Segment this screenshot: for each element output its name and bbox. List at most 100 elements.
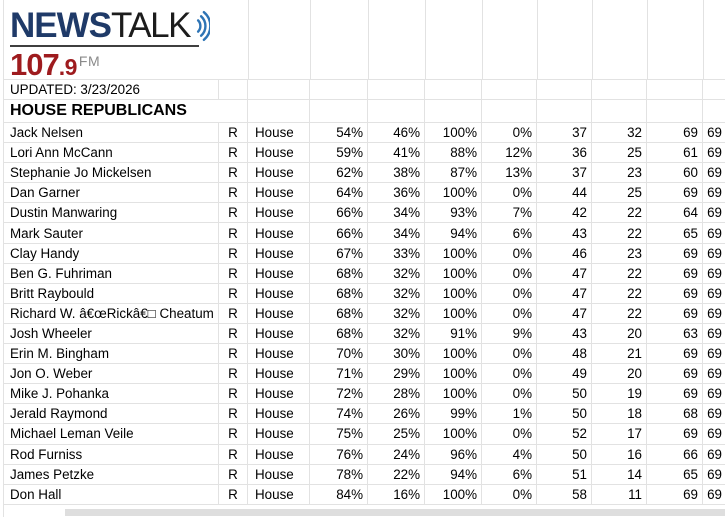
pct-cell-2[interactable]: 38% — [368, 163, 425, 183]
chamber-cell[interactable]: House — [248, 364, 310, 384]
count-cell-3[interactable]: 69 — [647, 384, 703, 404]
pct-cell-3[interactable]: 94% — [425, 464, 482, 484]
party-cell[interactable]: R — [219, 364, 248, 384]
pct-cell-4[interactable]: 4% — [482, 444, 537, 464]
pct-cell-2[interactable]: 32% — [368, 303, 425, 323]
party-cell[interactable]: R — [219, 223, 248, 243]
pct-cell-4[interactable]: 7% — [482, 203, 537, 223]
chamber-cell[interactable]: House — [248, 163, 310, 183]
count-cell-4[interactable]: 69 — [703, 304, 725, 323]
count-cell-1[interactable]: 49 — [537, 364, 592, 384]
count-cell-4[interactable]: 69 — [703, 324, 725, 343]
pct-cell-4[interactable]: 0% — [482, 283, 537, 303]
chamber-cell[interactable]: House — [248, 123, 310, 143]
name-cell[interactable]: Richard W. â€œRickâ€□ Cheatum — [3, 303, 219, 323]
count-cell-2[interactable]: 22 — [592, 203, 647, 223]
party-cell[interactable]: R — [219, 203, 248, 223]
pct-cell-2[interactable]: 32% — [368, 323, 425, 344]
pct-cell-1[interactable]: 67% — [310, 243, 368, 263]
pct-cell-4[interactable]: 0% — [482, 243, 537, 263]
count-cell-1[interactable]: 47 — [537, 263, 592, 283]
count-cell-1[interactable]: 36 — [537, 143, 592, 163]
count-cell-2[interactable]: 19 — [592, 384, 647, 404]
pct-cell-4[interactable]: 0% — [482, 123, 537, 143]
pct-cell-2[interactable]: 26% — [368, 404, 425, 424]
horizontal-scrollbar[interactable] — [65, 509, 725, 516]
name-cell[interactable]: Clay Handy — [3, 243, 219, 263]
count-cell-2[interactable]: 32 — [592, 123, 647, 143]
pct-cell-1[interactable]: 78% — [310, 464, 368, 484]
count-cell-4[interactable]: 69 — [703, 143, 725, 162]
count-cell-1[interactable]: 48 — [537, 344, 592, 364]
count-cell-2[interactable]: 21 — [592, 344, 647, 364]
empty-cell[interactable] — [703, 100, 725, 122]
chamber-cell[interactable]: House — [248, 484, 310, 504]
pct-cell-3[interactable]: 100% — [425, 183, 482, 203]
count-cell-2[interactable]: 11 — [592, 484, 647, 504]
pct-cell-1[interactable]: 54% — [310, 123, 368, 143]
pct-cell-2[interactable]: 22% — [368, 464, 425, 484]
party-cell[interactable]: R — [219, 143, 248, 163]
pct-cell-2[interactable]: 33% — [368, 243, 425, 263]
pct-cell-3[interactable]: 100% — [425, 303, 482, 323]
empty-cell[interactable] — [425, 100, 482, 122]
name-cell[interactable]: Mike J. Pohanka — [3, 384, 219, 404]
count-cell-3[interactable]: 63 — [647, 323, 703, 344]
pct-cell-1[interactable]: 70% — [310, 344, 368, 364]
pct-cell-1[interactable]: 76% — [310, 444, 368, 464]
count-cell-2[interactable]: 22 — [592, 263, 647, 283]
pct-cell-1[interactable]: 66% — [310, 203, 368, 223]
pct-cell-1[interactable]: 68% — [310, 283, 368, 303]
pct-cell-4[interactable]: 1% — [482, 404, 537, 424]
count-cell-3[interactable]: 69 — [647, 243, 703, 263]
count-cell-1[interactable]: 50 — [537, 404, 592, 424]
count-cell-2[interactable]: 23 — [592, 163, 647, 183]
empty-cell[interactable] — [310, 80, 368, 99]
empty-cell[interactable] — [310, 100, 368, 122]
name-cell[interactable]: Dustin Manwaring — [3, 203, 219, 223]
party-cell[interactable]: R — [219, 344, 248, 364]
empty-cell[interactable] — [425, 80, 482, 99]
pct-cell-2[interactable]: 32% — [368, 263, 425, 283]
empty-cell[interactable] — [248, 100, 310, 122]
count-cell-2[interactable]: 18 — [592, 404, 647, 424]
party-cell[interactable]: R — [219, 424, 248, 444]
count-cell-1[interactable]: 42 — [537, 203, 592, 223]
pct-cell-1[interactable]: 68% — [310, 323, 368, 344]
name-cell[interactable]: Dan Garner — [3, 183, 219, 203]
name-cell[interactable]: Jack Nelsen — [3, 123, 219, 143]
count-cell-2[interactable]: 25 — [592, 183, 647, 203]
name-cell[interactable]: Jerald Raymond — [3, 404, 219, 424]
pct-cell-3[interactable]: 100% — [425, 364, 482, 384]
chamber-cell[interactable]: House — [248, 444, 310, 464]
count-cell-1[interactable]: 50 — [537, 384, 592, 404]
count-cell-4[interactable]: 69 — [703, 244, 725, 263]
count-cell-2[interactable]: 22 — [592, 283, 647, 303]
count-cell-3[interactable]: 69 — [647, 424, 703, 444]
chamber-cell[interactable]: House — [248, 424, 310, 444]
count-cell-4[interactable]: 69 — [703, 485, 725, 504]
pct-cell-4[interactable]: 0% — [482, 344, 537, 364]
pct-cell-1[interactable]: 74% — [310, 404, 368, 424]
count-cell-1[interactable]: 47 — [537, 303, 592, 323]
pct-cell-3[interactable]: 91% — [425, 323, 482, 344]
pct-cell-3[interactable]: 99% — [425, 404, 482, 424]
empty-cell[interactable] — [703, 80, 725, 99]
party-cell[interactable]: R — [219, 404, 248, 424]
pct-cell-1[interactable]: 71% — [310, 364, 368, 384]
pct-cell-3[interactable]: 93% — [425, 203, 482, 223]
count-cell-4[interactable]: 69 — [703, 364, 725, 383]
pct-cell-1[interactable]: 62% — [310, 163, 368, 183]
section-title-cell[interactable]: HOUSE REPUBLICANS — [3, 100, 248, 122]
pct-cell-3[interactable]: 100% — [425, 344, 482, 364]
count-cell-1[interactable]: 58 — [537, 484, 592, 504]
party-cell[interactable]: R — [219, 484, 248, 504]
count-cell-3[interactable]: 65 — [647, 464, 703, 484]
name-cell[interactable]: James Petzke — [3, 464, 219, 484]
pct-cell-4[interactable]: 0% — [482, 303, 537, 323]
pct-cell-4[interactable]: 6% — [482, 464, 537, 484]
pct-cell-4[interactable]: 0% — [482, 424, 537, 444]
pct-cell-2[interactable]: 29% — [368, 364, 425, 384]
name-cell[interactable]: Britt Raybould — [3, 283, 219, 303]
party-cell[interactable]: R — [219, 123, 248, 143]
